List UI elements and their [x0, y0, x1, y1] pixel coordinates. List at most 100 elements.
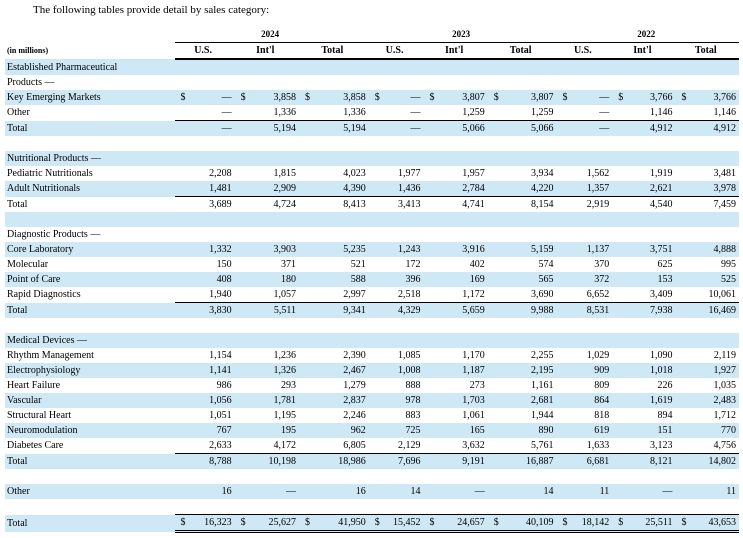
row-label: Electrophysiology — [5, 363, 175, 378]
value-cell: 165 — [440, 423, 488, 438]
row-label: Adult Nutritionals — [5, 181, 175, 197]
dollar-sign — [174, 393, 192, 408]
dollar-sign — [174, 242, 192, 257]
dollar-sign: $ — [174, 90, 192, 105]
value-cell: 396 — [383, 272, 424, 287]
dollar-sign — [423, 166, 440, 181]
dollar-sign — [298, 484, 312, 499]
dollar-sign: $ — [612, 514, 630, 533]
dollar-sign — [298, 272, 312, 287]
empty-cell — [191, 151, 235, 166]
value-cell: 864 — [571, 393, 613, 408]
dollar-sign — [298, 242, 312, 257]
dollar-sign — [423, 453, 441, 469]
empty-cell — [675, 333, 689, 348]
dollar-sign — [368, 484, 384, 499]
value-cell: 978 — [383, 393, 424, 408]
spacer-row — [5, 499, 739, 515]
value-cell: 3,858 — [251, 90, 299, 105]
value-cell: 1,436 — [383, 181, 424, 197]
dollar-sign: $ — [487, 514, 501, 533]
dollar-sign — [612, 423, 630, 438]
dollar-sign — [612, 348, 629, 363]
value-cell: 1,279 — [343, 380, 366, 391]
value-cell: 14 — [383, 484, 424, 499]
empty-cell — [312, 75, 369, 90]
col-header-2022-intl: Int'l — [612, 42, 676, 60]
value-cell: 2,633 — [191, 438, 235, 454]
empty-cell — [368, 59, 384, 75]
dollar-sign — [556, 393, 572, 408]
dollar-sign: $ — [612, 90, 630, 105]
value-cell: 809 — [594, 380, 610, 391]
empty-cell — [311, 333, 369, 348]
value-cell: 2,518 — [383, 287, 424, 303]
col-header-2022-us: U.S. — [556, 42, 613, 60]
dollar-sign — [676, 378, 689, 393]
dollar-sign — [369, 197, 384, 213]
value-cell: 1,332 — [191, 242, 235, 257]
empty-cell — [423, 151, 441, 166]
dollar-sign — [556, 120, 572, 136]
empty-cell — [688, 227, 739, 242]
dollar-sign — [556, 257, 571, 272]
dollar-sign — [298, 423, 312, 438]
value-cell: 818 — [594, 410, 610, 421]
dollar-sign: $ — [675, 90, 689, 105]
empty-cell — [299, 227, 312, 242]
value-cell: — — [571, 120, 613, 136]
dollar-sign — [612, 181, 630, 197]
value-cell: 1,940 — [191, 287, 235, 303]
dollar-sign — [234, 438, 252, 454]
empty-cell — [312, 227, 369, 242]
dollar-sign — [368, 453, 384, 469]
value-cell: 16,469 — [688, 302, 739, 318]
empty-cell — [676, 227, 689, 242]
empty-cell — [192, 227, 235, 242]
dollar-sign — [234, 105, 252, 121]
dollar-sign — [612, 438, 630, 454]
value-cell: 4,023 — [343, 168, 366, 179]
dollar-sign — [676, 257, 689, 272]
value-cell: 226 — [657, 380, 673, 391]
section-title-row: Nutritional Products — — [5, 151, 739, 166]
dollar-sign — [556, 181, 572, 197]
value-cell: 3,766 — [688, 90, 739, 105]
value-cell: 3,858 — [311, 90, 369, 105]
value-cell: 18,986 — [311, 453, 369, 469]
empty-cell — [500, 59, 557, 75]
value-cell: 153 — [629, 272, 676, 287]
value-cell: 3,690 — [500, 287, 557, 303]
value-cell: 8,121 — [629, 453, 676, 469]
empty-cell — [383, 333, 424, 348]
year-header-2023: 2023 — [368, 27, 557, 43]
value-cell: 625 — [657, 259, 673, 270]
empty-cell — [369, 75, 384, 90]
empty-cell — [423, 59, 441, 75]
dollar-sign — [612, 484, 630, 499]
value-cell: 172 — [405, 259, 421, 270]
value-cell: 1,944 — [530, 410, 554, 421]
value-cell: 1,057 — [251, 287, 299, 303]
section-title-row: Diagnostic Products — — [5, 227, 739, 242]
dollar-sign — [556, 197, 571, 213]
value-cell: 4,756 — [688, 438, 739, 454]
dollar-sign: $ — [423, 514, 441, 533]
row-label: Pediatric Nutritionals — [7, 168, 93, 179]
value-cell: 619 — [571, 423, 613, 438]
col-header-2022-total: Total — [675, 42, 739, 60]
empty-cell — [441, 75, 488, 90]
value-cell: — — [571, 105, 613, 121]
col-header-2023-us: U.S. — [368, 42, 424, 60]
value-cell: 4,540 — [650, 199, 673, 210]
value-cell: 3,751 — [629, 242, 676, 257]
dollar-sign — [368, 272, 384, 287]
value-cell: 5,235 — [311, 242, 369, 257]
empty-cell — [675, 59, 689, 75]
dollar-sign — [368, 287, 384, 303]
value-cell: 1,357 — [571, 181, 613, 197]
dollar-sign — [174, 120, 192, 136]
empty-cell — [488, 227, 501, 242]
empty-cell — [423, 333, 441, 348]
dollar-sign — [612, 453, 630, 469]
